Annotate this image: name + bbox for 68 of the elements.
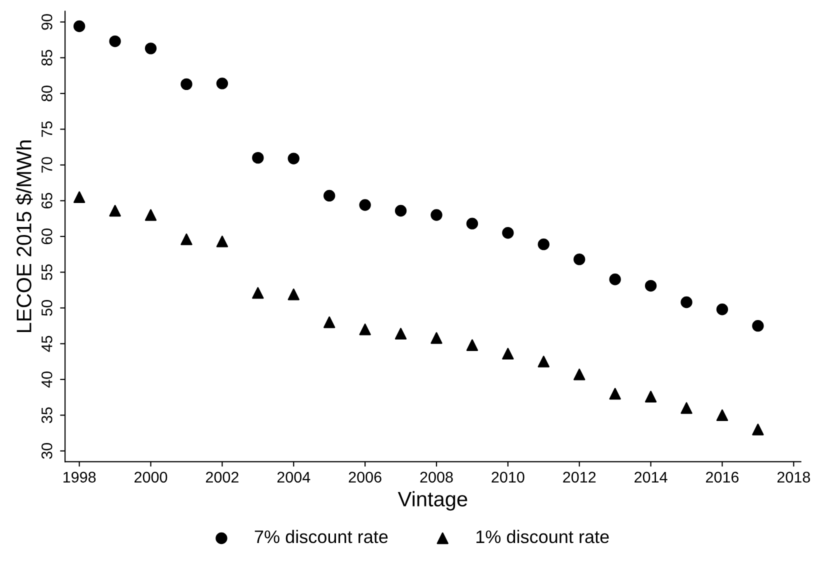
point xyxy=(680,402,692,414)
point xyxy=(644,390,657,402)
point xyxy=(180,233,192,246)
x-tick-label: 2014 xyxy=(634,472,668,483)
point xyxy=(716,409,728,422)
y-tick-label: 90 xyxy=(41,14,52,30)
point xyxy=(109,35,121,48)
point xyxy=(394,328,407,340)
y-axis-title: LECOE 2015 $/MWh xyxy=(16,140,33,332)
y-tick-label: 85 xyxy=(41,50,52,66)
point xyxy=(288,288,300,300)
x-tick-label: 1998 xyxy=(64,472,96,483)
y-tick-label: 80 xyxy=(41,86,52,102)
legend-label: 1% discount rate xyxy=(476,530,609,544)
point xyxy=(716,304,728,316)
y-tick-label: 75 xyxy=(42,121,52,137)
point xyxy=(680,296,692,308)
y-tick-label: 40 xyxy=(41,372,52,388)
y-tick-label: 70 xyxy=(41,157,52,173)
point xyxy=(466,339,478,351)
point xyxy=(144,209,157,221)
point xyxy=(394,204,407,217)
x-tick-label: 2012 xyxy=(563,472,596,483)
point xyxy=(180,78,192,90)
x-tick-label: 2008 xyxy=(420,472,453,483)
point xyxy=(752,424,764,436)
point xyxy=(644,280,657,292)
x-tick-label: 2006 xyxy=(348,472,382,483)
point xyxy=(73,20,86,32)
point xyxy=(466,218,478,230)
point xyxy=(252,287,264,299)
legend-label: 7% discount rate xyxy=(254,530,388,544)
point xyxy=(574,253,586,266)
x-tick-label: 2010 xyxy=(492,472,524,483)
point xyxy=(324,316,336,328)
x-tick-label: 2002 xyxy=(206,472,238,483)
y-tick-label: 50 xyxy=(41,300,52,316)
x-tick-label: 2004 xyxy=(277,472,310,483)
point xyxy=(73,191,86,203)
point xyxy=(216,78,228,90)
point xyxy=(359,199,371,211)
point xyxy=(538,356,550,368)
point xyxy=(609,388,621,400)
y-tick-label: 45 xyxy=(42,336,52,352)
point xyxy=(430,332,442,344)
point xyxy=(216,236,228,248)
point xyxy=(144,42,157,54)
point xyxy=(502,227,514,239)
y-tick-label: 60 xyxy=(41,228,52,244)
x-tick-label: 2000 xyxy=(134,472,168,483)
point xyxy=(324,190,336,202)
y-tick-label: 30 xyxy=(41,443,52,459)
y-tick-label: 35 xyxy=(41,407,52,424)
point xyxy=(288,152,300,164)
x-tick-label: 2018 xyxy=(777,472,810,483)
point xyxy=(609,274,621,286)
point xyxy=(502,348,514,360)
y-tick-label: 65 xyxy=(41,192,52,208)
point xyxy=(752,320,764,332)
point xyxy=(252,152,264,164)
point xyxy=(430,209,442,221)
point xyxy=(538,238,550,250)
point xyxy=(574,368,586,380)
y-tick-label: 55 xyxy=(42,264,52,280)
x-axis-title: Vintage xyxy=(398,491,468,511)
point xyxy=(109,204,121,217)
point xyxy=(359,324,371,336)
x-tick-label: 2016 xyxy=(706,472,739,483)
